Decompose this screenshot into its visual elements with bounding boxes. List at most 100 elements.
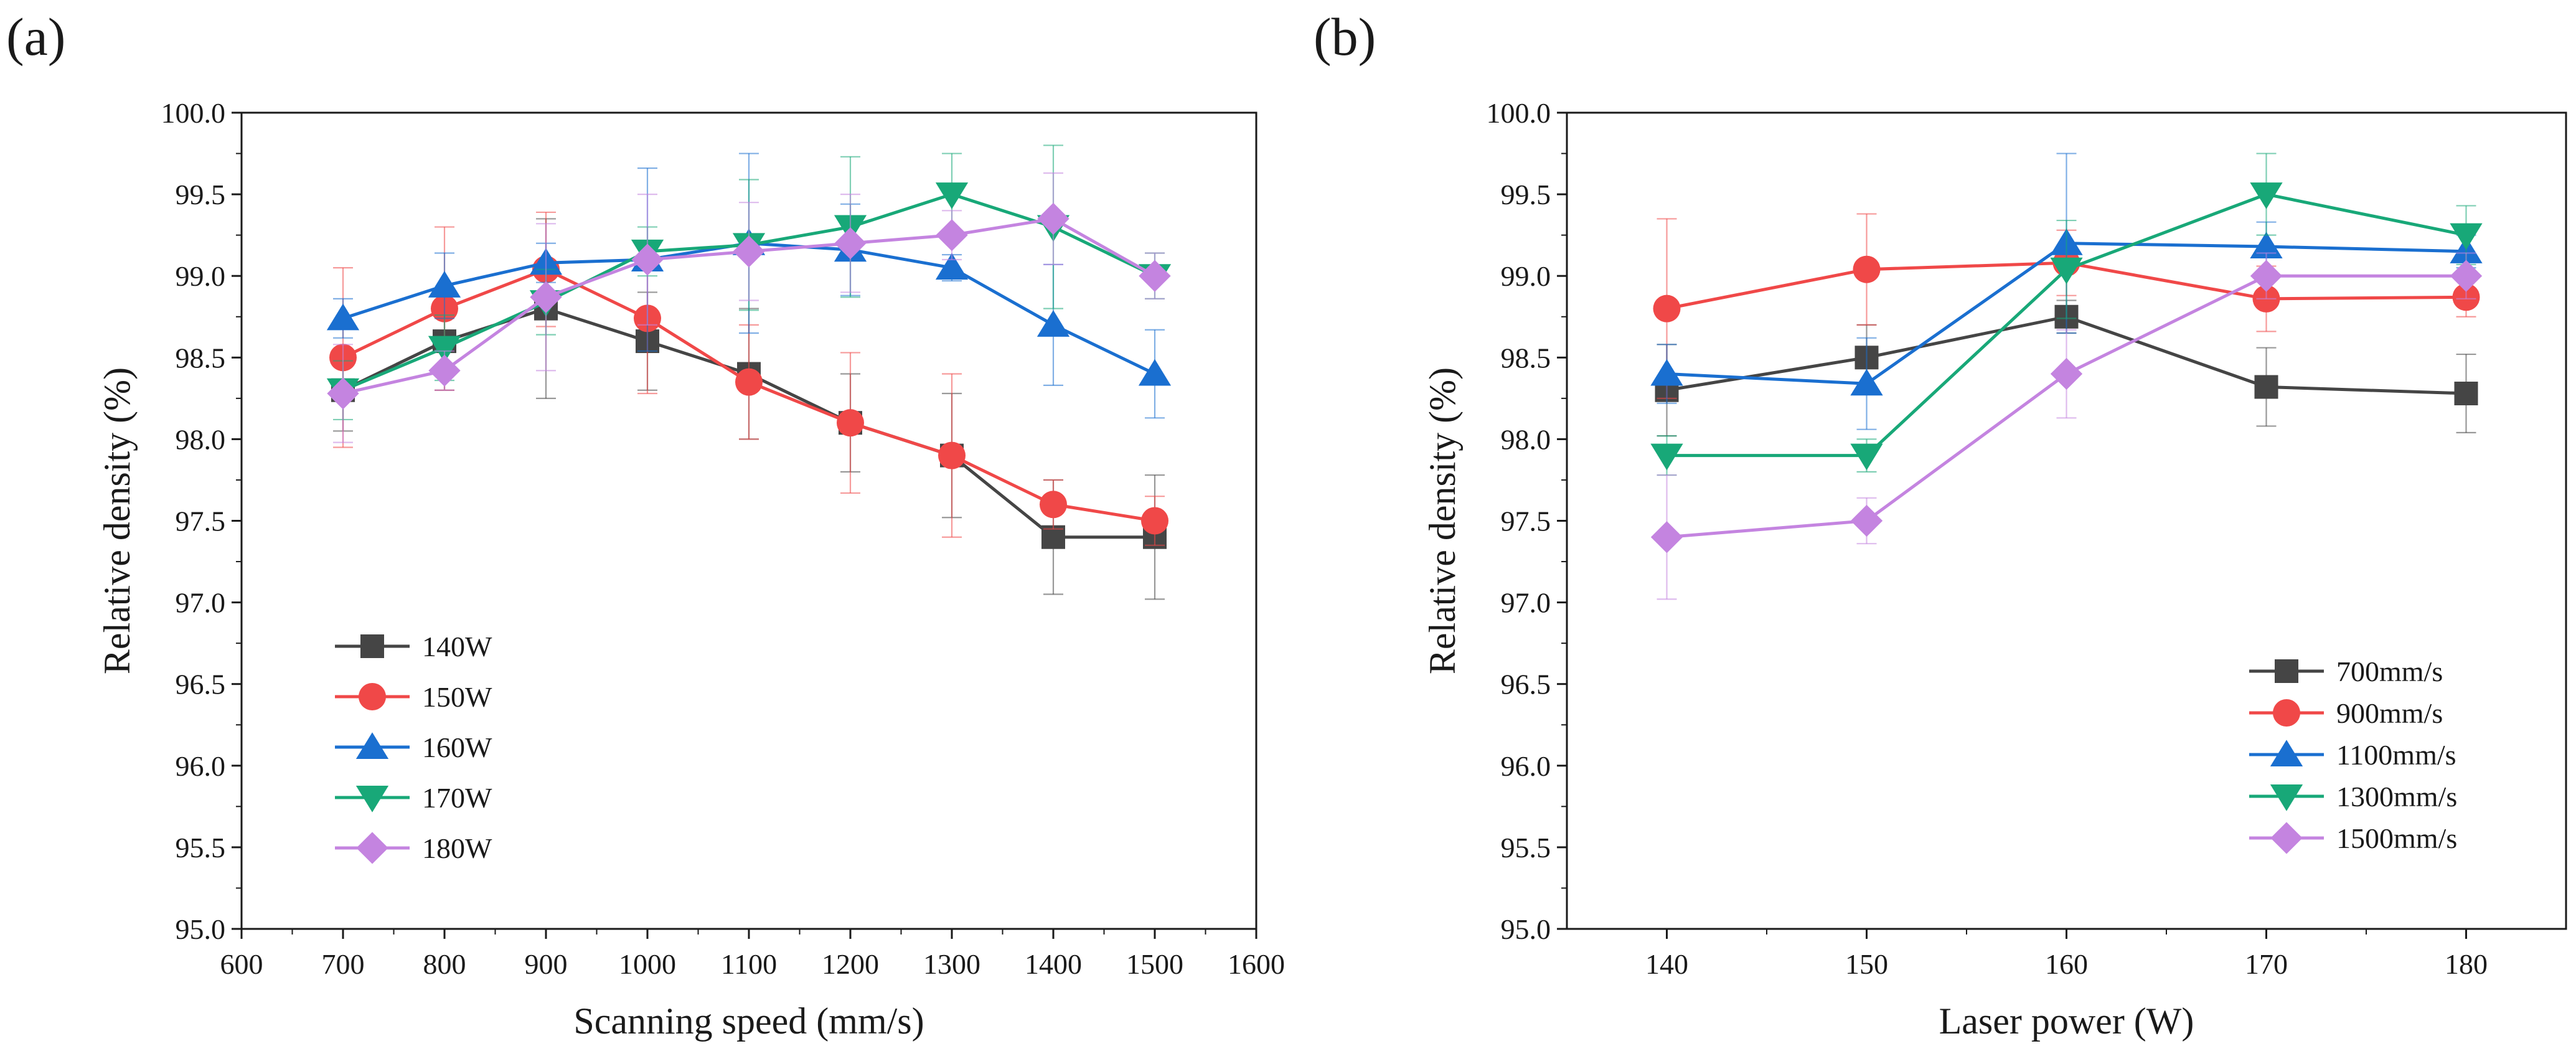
data-point (1037, 202, 1069, 235)
data-point (2450, 260, 2483, 292)
panel-a: (a) 95.0 95.5 96.0 96.5 97.0 97.5 98.0 98.5 99.0 9… (6, 7, 1285, 1042)
panel-label: (a) (6, 7, 65, 67)
legend-marker (360, 634, 384, 658)
legend-label: 150W (422, 681, 492, 713)
data-point (2050, 357, 2083, 390)
data-point (1139, 260, 1171, 292)
series-180W (327, 172, 1171, 443)
y-tick-label: 95.0 (176, 913, 226, 945)
y-tick-label: 99.0 (1501, 260, 1551, 292)
data-point (938, 441, 966, 469)
data-point (1853, 255, 1881, 283)
legend-label: 140W (422, 631, 492, 662)
data-point (1040, 491, 1067, 519)
series-1500mm/s (1650, 252, 2483, 600)
x-tick-label: 600 (220, 948, 263, 980)
y-tick-label: 96.5 (1501, 669, 1551, 700)
y-tick-label: 97.5 (1501, 506, 1551, 537)
data-point (428, 271, 461, 298)
data-point (733, 235, 765, 268)
legend-marker (356, 832, 388, 864)
x-tick-label: 900 (525, 948, 568, 980)
panel-label: (b) (1314, 7, 1376, 67)
data-point (834, 227, 867, 260)
x-tick-label: 140 (1645, 948, 1688, 980)
y-tick-label: 95.0 (1501, 913, 1551, 945)
legend-item: 150W (335, 681, 492, 713)
y-axis-title: Relative density (%) (1422, 367, 1463, 674)
legend-label: 700mm/s (2336, 656, 2443, 687)
x-axis-title: Scanning speed (mm/s) (573, 1000, 924, 1042)
data-point (2454, 381, 2478, 405)
legend-label: 170W (422, 782, 492, 814)
data-point (1850, 443, 1883, 471)
x-tick-label: 150 (1845, 948, 1888, 980)
legend-item: 700mm/s (2249, 656, 2443, 687)
x-tick-label: 1000 (619, 948, 676, 980)
x-axis-title: Laser power (W) (1939, 1000, 2194, 1042)
legend-marker (359, 683, 386, 710)
data-point (530, 281, 562, 313)
x-tick-label: 700 (322, 948, 365, 980)
legend-item: 1100mm/s (2249, 739, 2456, 771)
y-tick-label: 98.5 (1501, 342, 1551, 374)
data-point (936, 219, 968, 252)
x-tick-label: 1400 (1025, 948, 1082, 980)
data-point (2450, 223, 2483, 250)
x-tick-label: 180 (2445, 948, 2488, 980)
legend-label: 1100mm/s (2336, 739, 2456, 771)
data-point (837, 409, 864, 437)
x-tick-label: 1300 (923, 948, 980, 980)
y-tick-label: 100.0 (1487, 97, 1551, 129)
y-tick-label: 96.5 (176, 669, 226, 700)
data-point (1653, 294, 1681, 322)
legend-marker (2270, 822, 2303, 854)
legend-item: 1300mm/s (2249, 781, 2457, 812)
x-tick-label: 1500 (1126, 948, 1183, 980)
data-point (1650, 359, 1683, 386)
x-tick-label: 170 (2245, 948, 2288, 980)
legend-marker (2275, 659, 2298, 683)
legend-item: 140W (335, 631, 492, 662)
panel-b: (b) 95.0 95.5 96.0 96.5 97.0 97.5 98.0 98.5 99.0 9… (1314, 7, 2567, 1042)
data-point (428, 354, 461, 387)
legend-item: 1500mm/s (2249, 822, 2457, 854)
y-tick-label: 97.0 (176, 587, 226, 619)
y-tick-label: 96.0 (1501, 750, 1551, 782)
y-tick-label: 99.5 (176, 179, 226, 210)
data-point (735, 368, 763, 396)
y-tick-label: 95.5 (1501, 832, 1551, 864)
data-point (1138, 359, 1172, 386)
x-tick-label: 1600 (1228, 948, 1285, 980)
legend-marker (355, 786, 389, 812)
data-point (428, 336, 461, 363)
legend-item: 170W (335, 782, 492, 814)
x-tick-label: 1100 (721, 948, 777, 980)
data-point (1650, 443, 1683, 471)
data-point (935, 253, 969, 280)
data-point (1850, 504, 1883, 537)
y-tick-label: 98.0 (1501, 423, 1551, 455)
data-point (2250, 260, 2283, 292)
legend-item: 180W (335, 832, 492, 864)
y-tick-label: 97.5 (176, 506, 226, 537)
data-point (1850, 369, 1883, 396)
legend-marker (2273, 699, 2300, 727)
data-point (327, 377, 359, 410)
y-tick-label: 98.5 (176, 342, 226, 374)
data-point (2050, 257, 2083, 285)
y-tick-label: 99.0 (176, 260, 226, 292)
y-tick-label: 100.0 (161, 97, 226, 129)
series-1300mm/s (1650, 153, 2483, 476)
data-point (935, 182, 969, 209)
data-point (1037, 310, 1070, 337)
data-point (2254, 375, 2278, 399)
data-point (2250, 232, 2283, 259)
y-axis-title: Relative density (%) (96, 367, 138, 674)
y-tick-label: 99.5 (1501, 179, 1551, 210)
legend-label: 900mm/s (2336, 697, 2443, 729)
data-point (1141, 507, 1168, 535)
legend-item: 900mm/s (2249, 697, 2443, 729)
y-tick-label: 98.0 (176, 423, 226, 455)
